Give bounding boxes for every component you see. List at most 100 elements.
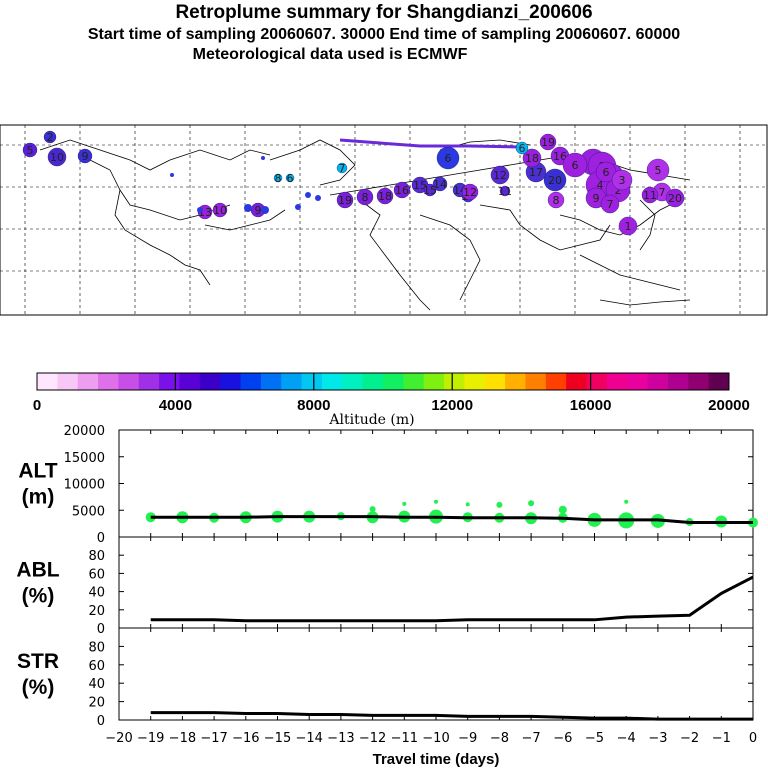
colorbar-swatch [77,373,99,390]
plume-marker [356,188,374,206]
panel-frame [118,536,754,629]
x-axis-label: Travel time (days) [373,751,500,768]
colorbar-swatch [281,373,303,390]
plume-label: 6 [603,166,610,179]
colorbar-swatch [138,373,160,390]
plume-marker [285,173,295,183]
plume-label: 11 [498,185,512,198]
plume-label: 7 [607,198,614,211]
colorbar-swatch [647,373,669,390]
colorbar-swatch [342,373,364,390]
panel-alt: 0 5000 10000 15000 20000 ALT (m) [18,424,758,546]
plume-label: 9 [82,150,89,163]
colorbar-swatch [301,373,323,390]
plume-marker [611,169,633,191]
x-tick-label: −19 [137,731,164,746]
trajectory-dot [261,206,269,214]
plume-label: 18 [525,152,539,165]
plume-marker [547,191,565,209]
plume-label: 20 [548,174,562,187]
chart-title: Retroplume summary for Shangdianzi_20060… [175,2,593,23]
colorbar-swatch [260,373,282,390]
colorbar-tick-label: 0 [33,397,41,414]
panel-ylabel: (m) [22,486,55,509]
plume-label: 19 [541,136,555,149]
panel-ylabel: STR [17,650,59,673]
plume-label: 14 [433,178,447,191]
plume-marker [436,146,460,170]
colorbar-tick-label: 20000 [708,397,750,414]
y-tick-label: 40 [88,586,105,601]
x-tick-label: −13 [327,731,354,746]
plume-marker [515,141,529,155]
altitude-colorbar: 0 4000 8000 12000 16000 20000 Altitude (m) [33,372,750,428]
x-tick-label: −2 [680,731,699,746]
plume-marker [376,187,394,205]
main-trajectory [339,138,521,149]
colorbar-swatch [98,373,119,390]
y-tick-label: 40 [88,677,105,692]
colorbar-swatch [362,373,384,390]
altitude-point [528,500,535,507]
plume-label: 12 [493,169,507,182]
plume-marker [393,181,411,199]
altitude-point [558,505,567,514]
y-tick-label: 0 [97,714,105,729]
colorbar-swatch [57,373,79,390]
trajectory-dot [170,173,174,177]
x-tick-label: −8 [490,731,509,746]
y-tick-label: 20 [88,604,105,619]
plume-marker [336,191,354,209]
plume-label: 8 [362,191,369,204]
colorbar-frame [36,372,730,391]
y-tick-label: 60 [88,659,105,674]
median-altitude-line [150,515,753,525]
x-tick-label: −16 [232,731,259,746]
colorbar-tick-label: 8000 [297,397,330,414]
y-tick-label: 20000 [64,424,105,439]
panel-ylabel: ALT [18,460,57,483]
plume-label: 15 [413,179,427,192]
x-tick-label: −20 [105,731,132,746]
colorbar-swatch [179,373,201,390]
colorbar-swatch [240,373,262,390]
map-frame [0,124,768,316]
plume-marker [665,188,685,208]
plume-label: 8 [275,172,282,185]
colorbar-swatch [423,373,445,390]
y-tick-label: 20 [88,696,105,711]
x-tick-label: −12 [359,731,386,746]
trajectory-dot [295,204,301,210]
altitude-point [369,506,376,513]
x-tick-label: −1 [712,731,731,746]
colorbar-swatch [118,373,140,390]
plume-marker [499,185,511,197]
plume-label: 6 [572,159,579,172]
panel-frame [118,627,754,721]
altitude-point [434,499,438,504]
colorbar-swatch [159,373,180,390]
abl-line [150,575,754,623]
colorbar-swatch [688,373,710,390]
plume-label: 4 [597,179,604,192]
colorbar-swatch [383,373,404,390]
x-tick-label: −6 [553,731,572,746]
x-tick-label: 0 [749,731,757,746]
plume-marker [77,148,93,164]
trajectory-dot [315,195,321,201]
plume-marker [543,168,567,192]
colorbar-swatch [199,373,221,390]
plume-label: 16 [395,184,409,197]
plume-label: 10 [50,151,64,164]
plume-label: 11 [643,189,657,202]
plume-marker [562,152,588,178]
plume-label: 20 [668,192,682,205]
colorbar-swatch [545,373,567,390]
x-tick-label: −18 [169,731,196,746]
x-tick-label: −3 [648,731,667,746]
colorbar-swatch [505,373,526,390]
plume-label: 7 [339,162,346,175]
x-tick-label: −9 [458,731,477,746]
plume-label: 3 [619,174,626,187]
